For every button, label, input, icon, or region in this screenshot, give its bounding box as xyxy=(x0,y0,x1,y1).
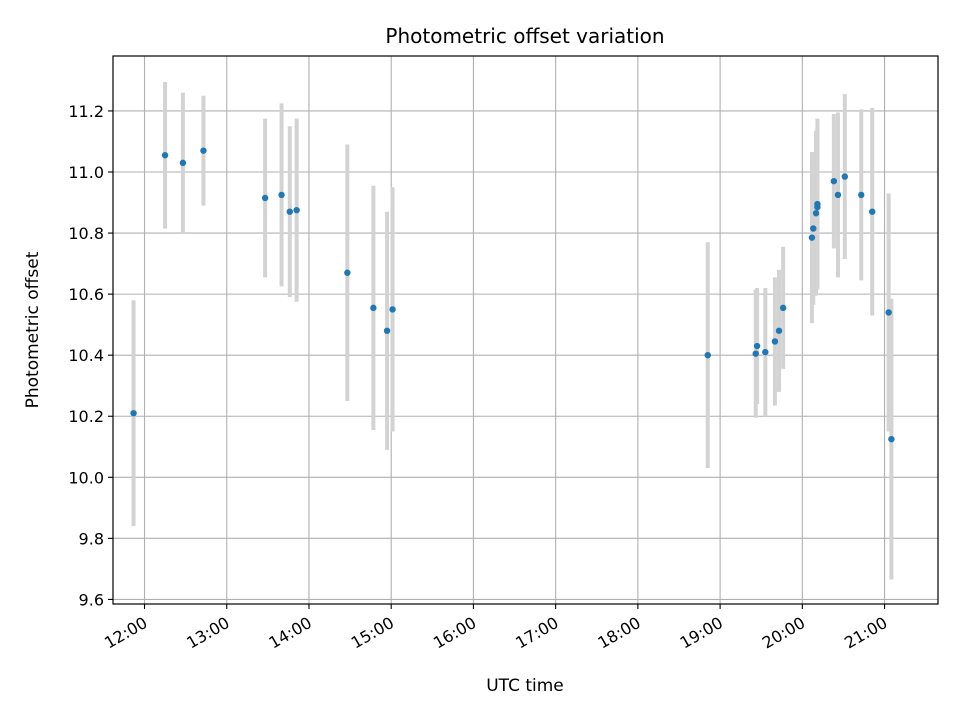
data-point xyxy=(762,348,769,356)
y-tick-label: 11.2 xyxy=(68,102,104,121)
y-tick-label: 9.6 xyxy=(79,590,104,609)
data-point xyxy=(869,208,876,215)
plot-background xyxy=(113,56,938,604)
chart-title: Photometric offset variation xyxy=(385,24,664,48)
y-tick-label: 10.8 xyxy=(68,224,104,243)
data-point xyxy=(293,206,300,214)
data-point xyxy=(179,159,187,167)
data-point xyxy=(344,269,351,276)
data-point xyxy=(389,306,396,313)
x-tick-label: 14:00 xyxy=(266,613,315,653)
y-axis: 9.6 9.8 10.0 10.2 10.4 10.6 10.8 11.0 11.2 xyxy=(68,102,113,609)
data-point xyxy=(812,210,820,217)
data-point xyxy=(830,177,838,185)
data-point xyxy=(383,327,391,334)
data-point xyxy=(771,338,779,345)
grid xyxy=(113,56,938,604)
data-point xyxy=(841,173,849,180)
y-tick-label: 10.2 xyxy=(68,407,104,426)
y-tick-label: 10.6 xyxy=(68,285,104,304)
x-tick-label: 13:00 xyxy=(183,613,232,653)
x-axis: 12:00 13:00 14:00 15:00 16:00 17:00 18:00 19:00… xyxy=(101,604,891,653)
x-tick-label: 12:00 xyxy=(101,613,150,653)
x-tick-label: 21:00 xyxy=(841,613,890,653)
data-point xyxy=(808,234,816,241)
x-tick-label: 16:00 xyxy=(430,613,479,653)
data-point xyxy=(752,350,759,357)
x-tick-label: 15:00 xyxy=(348,613,397,653)
y-tick-label: 10.4 xyxy=(68,346,104,365)
data-point xyxy=(200,147,207,154)
data-point xyxy=(261,194,269,202)
x-tick-label: 17:00 xyxy=(512,613,561,653)
y-axis-label: Photometric offset xyxy=(23,251,43,408)
x-axis-label: UTC time xyxy=(486,676,564,696)
data-point xyxy=(161,152,169,159)
x-tick-label: 19:00 xyxy=(677,613,726,653)
x-tick-label: 20:00 xyxy=(759,613,808,653)
data-point xyxy=(278,191,285,199)
y-tick-label: 9.8 xyxy=(79,529,104,548)
data-point xyxy=(704,351,711,359)
data-point xyxy=(810,225,817,232)
data-point xyxy=(834,191,842,199)
data-point xyxy=(370,304,377,312)
data-points xyxy=(130,147,895,443)
y-tick-label: 11.0 xyxy=(68,163,104,182)
data-point xyxy=(888,435,895,443)
y-tick-label: 10.0 xyxy=(68,468,104,487)
data-point xyxy=(885,309,892,316)
data-point xyxy=(779,304,787,312)
data-point xyxy=(286,208,293,215)
data-point xyxy=(753,342,761,350)
data-point xyxy=(814,200,821,208)
data-point xyxy=(775,327,783,334)
data-point xyxy=(858,191,865,199)
x-tick-label: 18:00 xyxy=(594,613,643,653)
data-point xyxy=(130,409,137,417)
plot-frame xyxy=(112,55,939,605)
